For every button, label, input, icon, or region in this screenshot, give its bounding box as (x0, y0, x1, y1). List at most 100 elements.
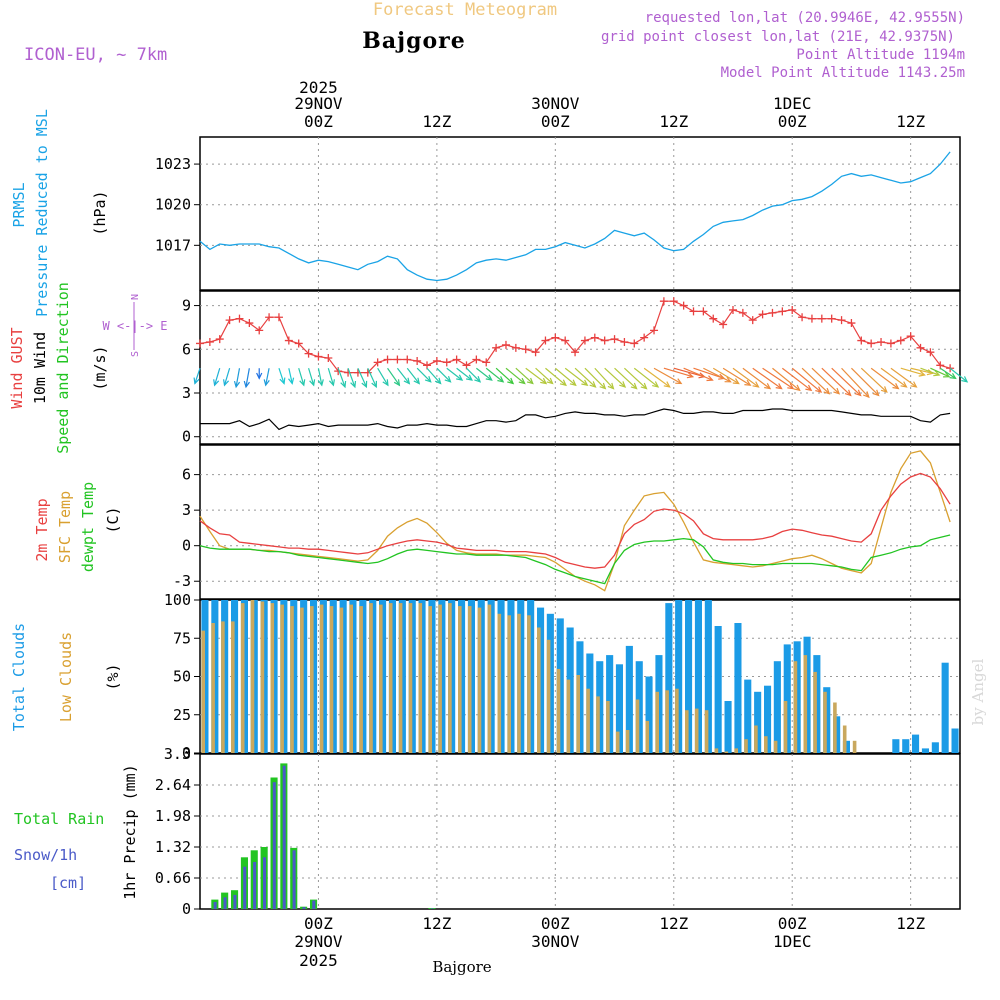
snow-bar (302, 907, 306, 909)
gust-marker (689, 307, 698, 316)
wind-arrow-head (589, 381, 597, 388)
wind-arrow-head (507, 377, 515, 385)
wind-arrow-head (361, 380, 368, 389)
wind-arrow (545, 367, 567, 386)
low-cloud-bar (546, 639, 551, 753)
wind-arrow (732, 367, 759, 388)
wind-arrow (841, 367, 870, 398)
wind-arrow-head (497, 376, 505, 383)
precip-labels: Total Rain Snow/1h [cm] 1hr Precip (mm) (14, 764, 139, 899)
low-cloud-bar (823, 691, 827, 753)
wind-arrow-head (279, 377, 286, 385)
wind-speed-line (200, 408, 951, 431)
gust-marker (620, 338, 629, 346)
gust-marker (423, 361, 432, 370)
gust-marker (896, 336, 905, 345)
wind-arrow-head (444, 375, 452, 383)
low-cloud-bar (586, 688, 590, 753)
wind-arrow (554, 367, 577, 386)
top-hour-label: 12Z (422, 112, 451, 131)
temp-dewpt-label: dewpt Temp (79, 482, 97, 572)
wind-arrow (194, 368, 201, 384)
low-cloud-bar (566, 679, 571, 753)
low-cloud-bar (625, 730, 630, 753)
wind-arrow-head (910, 381, 918, 388)
wind-arrow-head (619, 381, 627, 388)
gust-marker (551, 333, 560, 342)
wind-arrow-head (569, 379, 577, 387)
top-date-label: 1DEC (773, 94, 812, 113)
wind-arrow (910, 367, 933, 374)
wind-arrow-head (546, 377, 554, 385)
wind-arrow (327, 368, 334, 386)
temp-2m-line (199, 472, 951, 569)
pressure-name-1: PRMSL (10, 182, 28, 227)
snow-bar (243, 866, 247, 909)
wind-arrow-head (607, 382, 615, 390)
gust-marker (462, 361, 471, 370)
pressure-panel: 1017 1020 1023 (155, 136, 961, 291)
gust-marker (659, 297, 668, 306)
wind-arrow-head (900, 381, 908, 388)
wind-arrow (604, 367, 626, 388)
low-cloud-bar (773, 740, 778, 753)
wind-arrow (752, 367, 782, 390)
low-cloud-bar (280, 604, 284, 753)
temperature-labels: 2m Temp SFC Temp dewpt Temp (C) (33, 482, 122, 572)
total-cloud-bar (912, 734, 920, 753)
low-cloud-bar (339, 607, 344, 753)
gust-marker (847, 319, 856, 328)
wind-arrow-head (434, 377, 442, 385)
wind-panel: 0 3 6 9 (182, 290, 969, 446)
total-cloud-bar (724, 701, 732, 753)
wind-arrow (387, 367, 400, 386)
wind-arrow-head (724, 376, 732, 383)
wind-arrow (821, 367, 852, 396)
total-cloud-bar (675, 600, 683, 753)
low-cloud-bar (300, 607, 304, 753)
wind-arrow-head (686, 372, 695, 379)
gust-marker (304, 349, 313, 358)
wind-arrow (693, 367, 725, 379)
gust-marker (225, 316, 234, 325)
wind-arrow (643, 367, 671, 388)
wind-arrow-head (371, 380, 377, 389)
gust-marker (353, 368, 362, 377)
gust-marker (877, 338, 886, 346)
wind-arrow (920, 367, 940, 376)
snow-bar (223, 897, 227, 909)
low-cloud-bar (556, 668, 561, 753)
wind-arrow-head (328, 379, 335, 387)
wind-arrow-head (943, 371, 951, 378)
total-cloud-bar (625, 645, 633, 753)
gust-marker (807, 314, 816, 323)
wind-arrow-head (540, 377, 548, 385)
total-cloud-bar (931, 742, 939, 753)
wind-arrow (653, 367, 682, 385)
wind-arrow (781, 367, 812, 391)
bottom-hour-label: 12Z (896, 914, 925, 933)
wind-arrow-head (581, 379, 589, 387)
gust-marker (255, 326, 264, 335)
low-cloud-bar (438, 604, 442, 753)
top-date-label: 29NOV (294, 94, 343, 113)
wind-arrow (235, 368, 241, 388)
total-cloud-bar (615, 664, 623, 753)
compass-s: S (130, 351, 141, 357)
wind-arrow-head (474, 375, 482, 383)
wind-arrow-head (815, 386, 823, 393)
wind-unit: (m/s) (91, 345, 109, 390)
wind-arrow-head (752, 381, 760, 388)
watermark: by Angel (969, 658, 987, 725)
temp-dewpt-line (199, 534, 951, 585)
wind-arrow (307, 368, 315, 386)
gust-marker (600, 336, 609, 345)
bottom-hour-label: 00Z (304, 914, 333, 933)
gust-marker (758, 310, 767, 319)
wind-arrow-head (926, 369, 935, 376)
wind-arrow-head (223, 379, 230, 387)
wind-arrow (495, 367, 514, 384)
wind-arrow-head (833, 387, 841, 395)
gust-marker (442, 358, 451, 367)
